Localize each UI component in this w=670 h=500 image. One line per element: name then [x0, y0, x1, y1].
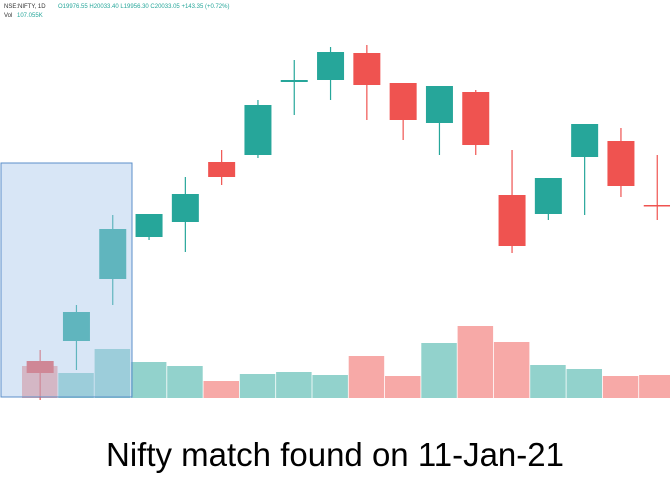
candle-body: [607, 141, 635, 186]
caption: Nifty match found on 11-Jan-21: [106, 436, 564, 473]
candle-body: [425, 86, 453, 123]
candle-body: [62, 312, 90, 341]
candle-body: [171, 194, 199, 222]
volume-bar: [530, 365, 566, 398]
volume-bar: [602, 376, 639, 398]
plot-area: [22, 45, 670, 400]
volume-bar: [639, 375, 670, 398]
volume-bar: [312, 375, 348, 398]
volume-bar: [421, 343, 457, 398]
symbol-label: NSE:NIFTY, 1D: [4, 4, 46, 10]
volume-bar: [203, 381, 239, 398]
candle-body: [353, 53, 381, 85]
volume-bar: [167, 366, 203, 398]
candle-body: [317, 52, 345, 80]
volume-bar: [239, 374, 276, 398]
candle-body: [244, 105, 272, 155]
volume-bar: [276, 372, 312, 398]
candle-body: [135, 214, 163, 237]
candle-body: [99, 229, 127, 279]
candle-body: [280, 80, 308, 82]
candle-body: [643, 205, 670, 207]
candle-body: [534, 178, 562, 214]
candle-body: [26, 361, 54, 373]
volume-bar: [566, 369, 602, 398]
candle-body: [462, 92, 490, 145]
candle-body: [208, 162, 236, 177]
match-highlight: [0, 162, 133, 398]
volume-readout: 107.055K: [17, 13, 43, 19]
candle-body: [571, 124, 599, 157]
volume-bar: [493, 342, 530, 398]
volume-bar: [385, 376, 421, 398]
volume-bar: [58, 373, 94, 398]
candle-body: [389, 83, 417, 120]
candle-body: [498, 195, 526, 246]
volume-bar: [457, 326, 494, 398]
ohlc-readout: O19976.55 H20033.40 L19956.30 C20033.05 …: [58, 4, 229, 10]
volume-label: Vol: [4, 13, 12, 19]
volume-bar: [130, 362, 167, 398]
volume-bar: [348, 356, 385, 398]
volume-bar: [94, 349, 131, 398]
